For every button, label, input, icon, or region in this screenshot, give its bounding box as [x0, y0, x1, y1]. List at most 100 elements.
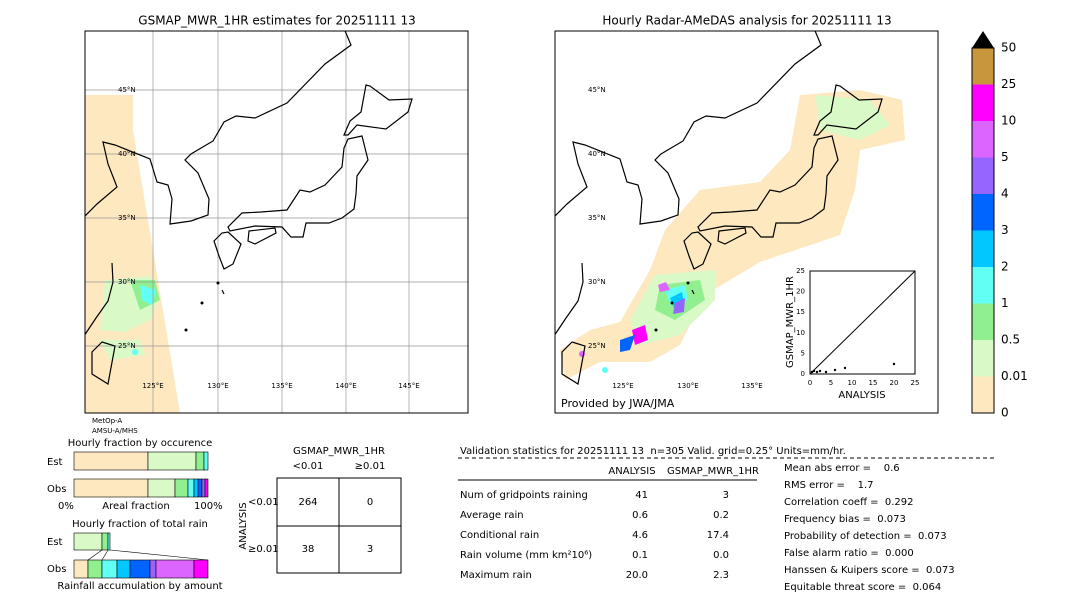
lon-label: 135°E [741, 382, 762, 390]
colorbar-swatch [972, 121, 994, 158]
estimate-value: 3 [723, 490, 729, 501]
axis-label: 100% [194, 501, 223, 512]
credit: Provided by JWA/JMA [561, 397, 675, 410]
sensor-label: MetOp-A [92, 417, 122, 425]
lat-label: 30°N [588, 278, 606, 286]
analysis-value: 41 [635, 490, 648, 501]
analysis-value: 0.6 [632, 510, 648, 521]
y-tick-label: 25 [796, 267, 805, 275]
lat-label: 45°N [118, 86, 136, 94]
colorbar-label: 5 [1001, 150, 1009, 164]
row-label: Average rain [460, 510, 524, 521]
right-map [560, 90, 905, 380]
lon-label: 125°E [142, 382, 163, 390]
row-label: Est [47, 457, 63, 468]
analysis-value: 0.1 [632, 550, 648, 561]
stat-line: Correlation coeff = 0.292 [784, 497, 914, 508]
colorbar-frame [971, 47, 995, 414]
lat-label: 35°N [588, 214, 606, 222]
total-rain-bars [73, 532, 209, 579]
row-label: Obs [47, 564, 66, 575]
stat-line: Frequency bias = 0.073 [784, 514, 906, 525]
x-tick-label: 5 [829, 379, 833, 387]
colorbar-swatch [972, 267, 994, 304]
colorbar-label: 3 [1001, 223, 1009, 237]
colorbar-swatch [972, 194, 994, 231]
column-label: ≥0.01 [355, 461, 386, 472]
panel-footer: Rainfall accumulation by amount [57, 581, 222, 592]
stat-line: Hanssen & Kuipers score = 0.073 [784, 565, 955, 576]
colorbar-label: 0.5 [1001, 333, 1020, 347]
row-label: <0.01 [248, 497, 279, 508]
estimate-value: 0.2 [713, 510, 729, 521]
estimate-value: 17.4 [707, 530, 729, 541]
column-label: GSMAP_MWR_1HR [667, 466, 759, 477]
x-tick-label: 0 [808, 379, 812, 387]
column-label: ANALYSIS [608, 466, 655, 477]
colorbar-swatch [972, 48, 994, 85]
lat-label: 40°N [118, 150, 136, 158]
colorbar-swatch [972, 157, 994, 194]
occurrence-bars [73, 451, 209, 498]
row-label: Maximum rain [460, 570, 532, 581]
lon-label: 130°E [207, 382, 228, 390]
lat-label: 40°N [588, 150, 606, 158]
row-label: ≥0.01 [248, 544, 279, 555]
y-tick-label: 20 [796, 288, 805, 296]
colorbar-label: 4 [1001, 187, 1009, 201]
estimate-value: 2.3 [713, 570, 729, 581]
stat-line: Equitable threat score = 0.064 [784, 582, 941, 593]
stat-line: False alarm ratio = 0.000 [784, 548, 914, 559]
lon-label: 140°E [335, 382, 356, 390]
lon-label: 135°E [271, 382, 292, 390]
lat-label: 45°N [588, 86, 606, 94]
cell-value: 0 [367, 497, 373, 508]
row-label: Rain volume (mm km²10⁶) [460, 550, 592, 561]
lat-label: 35°N [118, 214, 136, 222]
lat-label: 25°N [588, 342, 606, 350]
colorbar-label: 10 [1001, 114, 1016, 128]
estimate-value: 0.0 [713, 550, 729, 561]
y-tick-label: 5 [801, 349, 805, 357]
colorbar-swatch [972, 303, 994, 340]
panel-title: Hourly fraction of total rain [72, 519, 208, 530]
cell-value: 38 [302, 544, 315, 555]
x-tick-label: 15 [869, 379, 878, 387]
lat-label: 30°N [118, 278, 136, 286]
axis-label: 0% [58, 501, 74, 512]
column-label: <0.01 [293, 461, 324, 472]
row-label: Num of gridpoints raining [460, 490, 588, 501]
colorbar-label: 2 [1001, 260, 1009, 274]
sensor-label: AMSU-A/MHS [92, 427, 138, 435]
y-tick-label: 0 [801, 370, 805, 378]
colorbar-swatch [972, 340, 994, 377]
colorbar-label: 0 [1001, 406, 1009, 420]
colorbar-swatch [972, 84, 994, 121]
analysis-value: 20.0 [626, 570, 648, 581]
map-frame [554, 30, 939, 414]
colorbar-swatch [972, 376, 994, 413]
colorbar-swatch [972, 230, 994, 267]
y-axis-label: GSMAP_MWR_1HR [785, 276, 796, 368]
cell-value: 3 [367, 544, 373, 555]
diagonal [809, 270, 916, 375]
lat-label: 25°N [118, 342, 136, 350]
row-label: Obs [47, 484, 66, 495]
map-frame [84, 30, 469, 414]
cell-value: 264 [298, 497, 317, 508]
x-tick-label: 25 [911, 379, 920, 387]
panel-title: Hourly fraction by occurence [68, 438, 212, 449]
x-axis-label: ANALYSIS [838, 390, 885, 401]
row-label: Conditional rain [460, 530, 539, 541]
colorbar-label: 25 [1001, 77, 1016, 91]
map-title: Hourly Radar-AMeDAS analysis for 2025111… [602, 14, 891, 28]
colorbar-label: 50 [1001, 41, 1016, 55]
lon-label: 130°E [677, 382, 698, 390]
left-map [85, 95, 180, 413]
colorbar-label: 0.01 [1001, 369, 1028, 383]
x-tick-label: 20 [890, 379, 899, 387]
y-tick-label: 15 [796, 308, 805, 316]
lon-label: 145°E [398, 382, 419, 390]
side-label: ANALYSIS [238, 502, 249, 549]
